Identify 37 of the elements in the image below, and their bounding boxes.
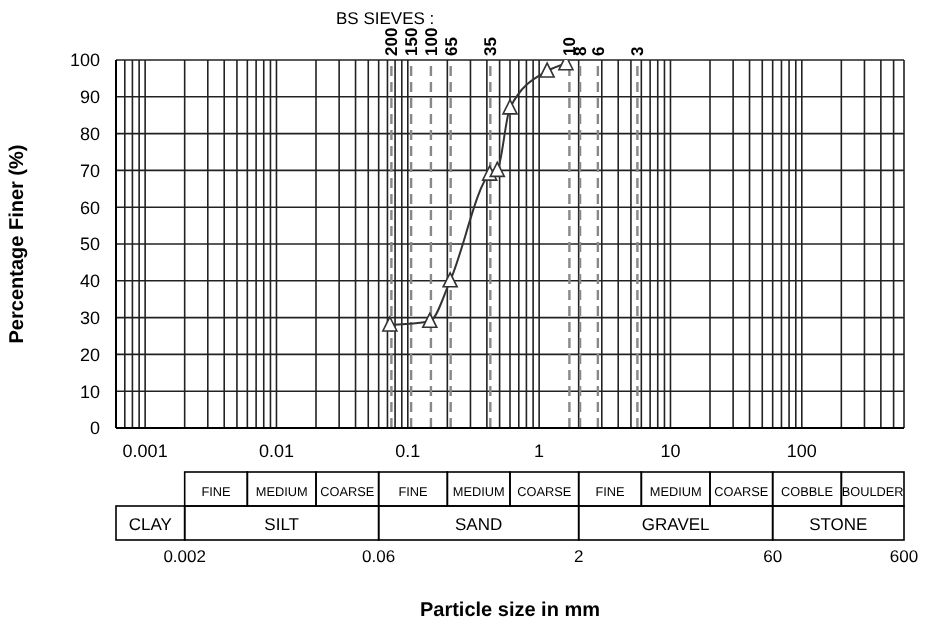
x-tick-label: 10	[660, 440, 681, 461]
y-tick-label: 40	[79, 271, 100, 292]
y-tick-label: 50	[79, 234, 100, 255]
x-tick-label: 1	[534, 440, 545, 461]
y-tick-label: 70	[79, 160, 100, 181]
text: 6	[587, 46, 608, 56]
text: 65	[440, 36, 461, 56]
text: 3	[627, 46, 648, 56]
y-axis-title: Percentage Finer (%)	[7, 144, 30, 344]
text: 35	[480, 36, 501, 56]
y-tick-label: 80	[79, 123, 100, 144]
y-tick-label: 20	[79, 344, 100, 365]
text: GRAVEL	[641, 514, 711, 534]
text: 60	[763, 546, 783, 566]
x-tick-label: 0.01	[258, 440, 294, 461]
text: BS SIEVES :	[336, 8, 435, 28]
y-tick-label: 100	[69, 50, 100, 71]
x-tick-label: 100	[786, 440, 817, 461]
y-tick-label: 90	[79, 87, 100, 108]
text: 600	[889, 546, 919, 566]
x-tick-label: 0.1	[395, 440, 421, 461]
text: CLAY	[128, 514, 173, 534]
y-tick-label: 60	[79, 197, 100, 218]
text: Particle size in mm	[419, 600, 601, 622]
y-tick-label: 0	[89, 418, 100, 439]
text: 200	[381, 27, 402, 56]
text: 0.002	[163, 546, 207, 566]
text: 100	[420, 27, 441, 56]
text: 150	[401, 27, 422, 56]
text: 2	[573, 546, 584, 566]
text: STONE	[809, 514, 869, 534]
y-tick-label: 30	[79, 307, 100, 328]
y-tick-label: 10	[79, 381, 100, 402]
x-tick-label: 0.001	[122, 440, 168, 461]
text: SILT	[264, 514, 300, 534]
text: SAND	[455, 514, 503, 534]
text: 0.06	[362, 546, 396, 566]
